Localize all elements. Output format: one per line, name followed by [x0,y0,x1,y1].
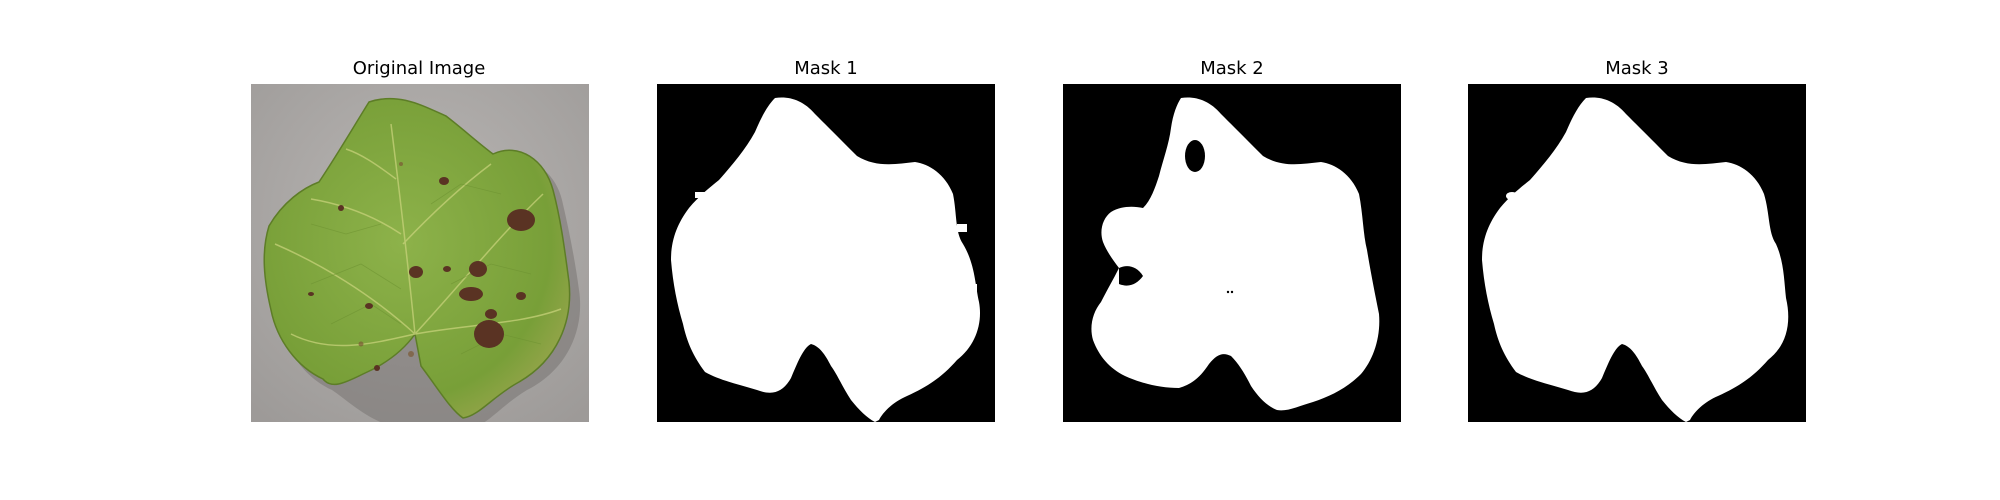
mask-3-region [1482,97,1789,422]
panel-title-mask-2: Mask 2 [1200,58,1264,79]
mask-3-image [1468,84,1806,422]
mask-2-hole [1185,140,1205,172]
mask-2-image [1063,84,1401,422]
mask-1-image [657,84,995,422]
mask-1-region [671,97,980,422]
panel-title-original: Original Image [352,58,486,79]
original-image [251,84,589,422]
mask-2-region [1091,97,1380,411]
panel-title-mask-3: Mask 3 [1605,58,1669,79]
panel-title-mask-1: Mask 1 [794,58,858,79]
